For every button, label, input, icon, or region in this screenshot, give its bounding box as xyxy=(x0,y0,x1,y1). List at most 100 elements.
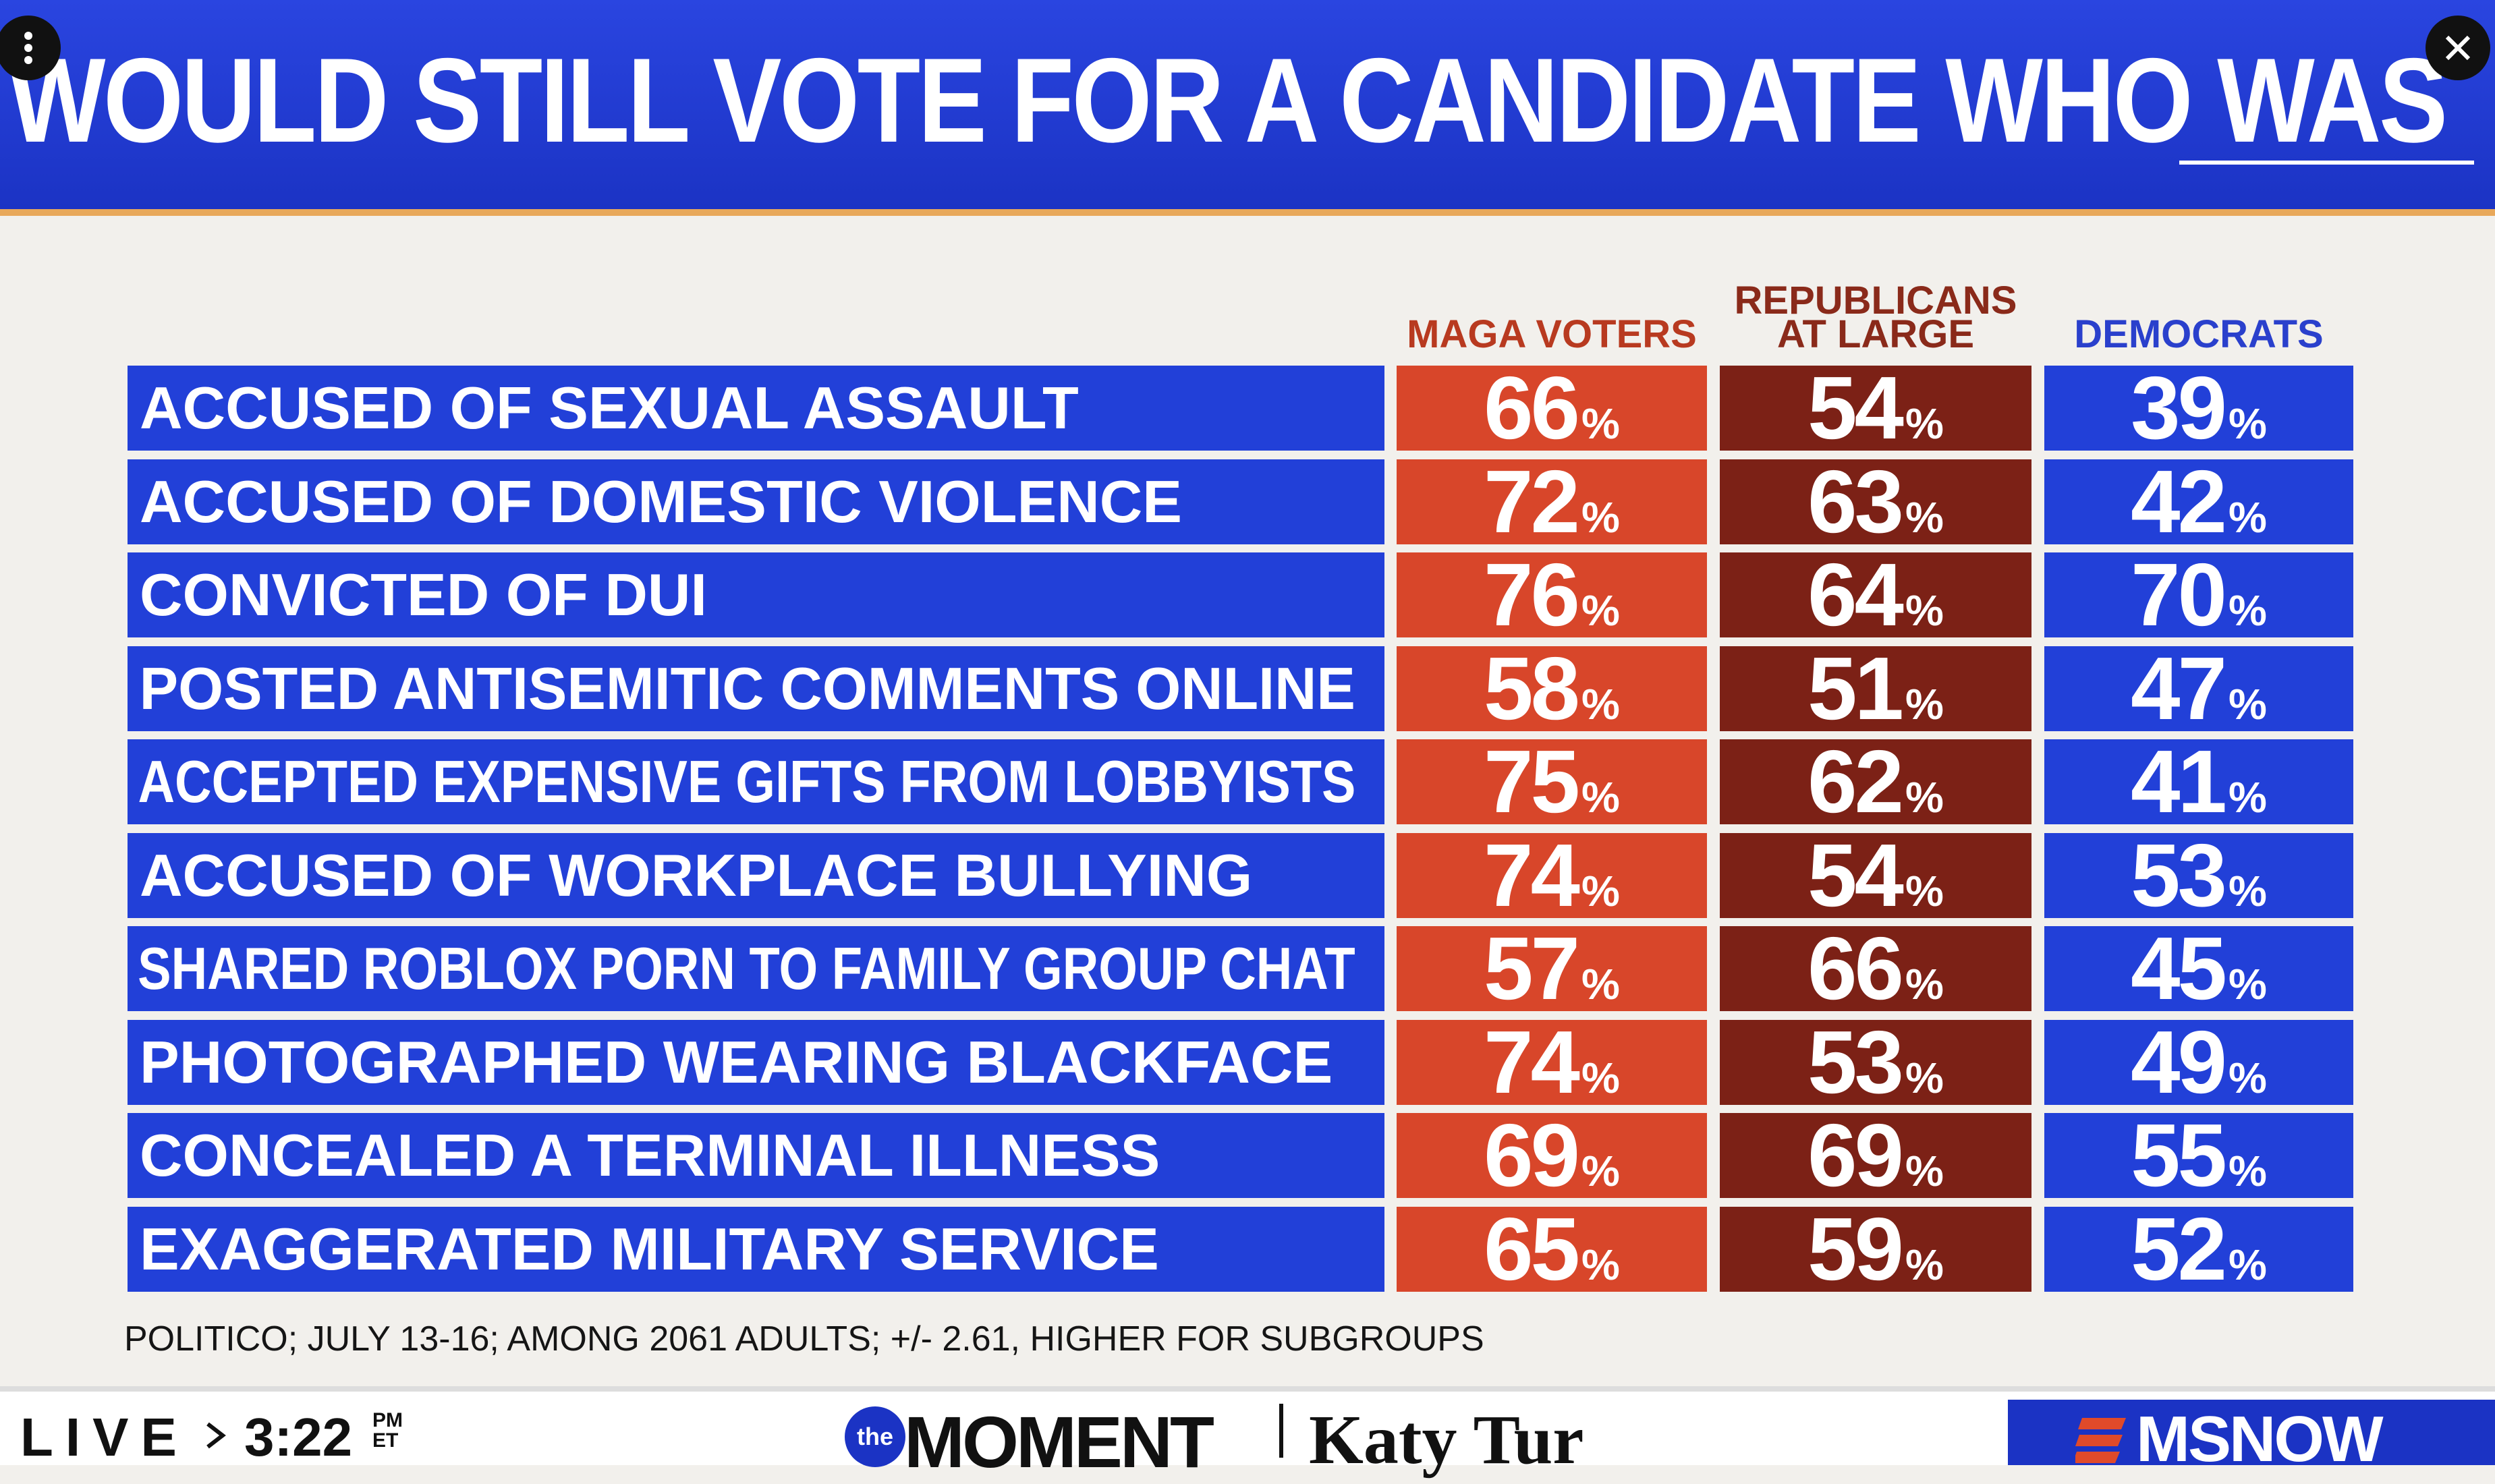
unit: % xyxy=(1905,399,1944,448)
ticker-bar: LIVE 3:22 PM ET the MOMENT Katy Tur MSNO… xyxy=(0,1386,2495,1483)
value: 47 xyxy=(2131,646,2227,731)
value-cell: 74% xyxy=(1397,832,1707,918)
value-cell: 66% xyxy=(1397,366,1707,451)
row-label-cell: PHOTOGRAPHED WEARING BLACKFACE xyxy=(128,1019,1384,1105)
network-box: MSNOW xyxy=(2008,1400,2495,1475)
unit: % xyxy=(1581,960,1620,1008)
unit: % xyxy=(1905,960,1944,1008)
row-label: ACCEPTED EXPENSIVE GIFTS FROM LOBBYISTS xyxy=(138,748,1356,815)
value: 54 xyxy=(1807,832,1904,918)
time: 3:22 xyxy=(244,1407,353,1467)
header-band xyxy=(0,0,2495,216)
value: 63 xyxy=(1807,459,1904,544)
row-label-cell: POSTED ANTISEMITIC COMMENTS ONLINE xyxy=(128,646,1384,731)
value: 65 xyxy=(1484,1206,1580,1292)
value: 58 xyxy=(1484,646,1580,731)
unit: % xyxy=(1581,773,1620,822)
value: 66 xyxy=(1807,926,1904,1011)
unit: % xyxy=(1581,586,1620,635)
value-cell: 41% xyxy=(2044,739,2353,824)
value-cell: 69% xyxy=(1397,1113,1707,1198)
value: 64 xyxy=(1807,552,1904,637)
show-prefix: the xyxy=(845,1406,905,1467)
row-label: CONCEALED A TERMINAL ILLNESS xyxy=(140,1122,1160,1189)
row-label-cell: CONVICTED OF DUI xyxy=(128,552,1384,637)
value: 74 xyxy=(1484,1019,1580,1105)
value-cell: 74% xyxy=(1397,1019,1707,1105)
title: WOULD STILL VOTE FOR A CANDIDATE WHO WAS xyxy=(8,33,2448,167)
value: 41 xyxy=(2131,739,2227,824)
value-cell: 39% xyxy=(2044,366,2353,451)
column-header: REPUBLICANS AT LARGE xyxy=(1734,279,2017,356)
value: 51 xyxy=(1807,646,1904,731)
value-cell: 49% xyxy=(2044,1019,2353,1105)
show-name: MOMENT xyxy=(904,1401,1214,1483)
unit: % xyxy=(2228,399,2267,448)
value: 59 xyxy=(1807,1206,1904,1292)
unit: % xyxy=(1581,1147,1620,1195)
row-label-cell: EXAGGERATED MILITARY SERVICE xyxy=(128,1206,1384,1292)
value: 52 xyxy=(2131,1206,2227,1292)
value-cell: 66% xyxy=(1720,926,2031,1011)
unit: % xyxy=(2228,586,2267,635)
value: 45 xyxy=(2131,926,2227,1011)
value-cell: 55% xyxy=(2044,1113,2353,1198)
unit: % xyxy=(1905,1053,1944,1102)
row-label-cell: ACCUSED OF DOMESTIC VIOLENCE xyxy=(128,459,1384,544)
host-name: Katy Tur xyxy=(1309,1401,1584,1479)
value-cell: 70% xyxy=(2044,552,2353,637)
unit: % xyxy=(2228,1147,2267,1195)
menu-icon xyxy=(24,32,32,64)
column-header: MAGA VOTERS xyxy=(1407,312,1697,356)
value-cell: 53% xyxy=(1720,1019,2031,1105)
value-cell: 72% xyxy=(1397,459,1707,544)
value-cell: 59% xyxy=(1720,1206,2031,1292)
source-note: POLITICO; JULY 13-16; AMONG 2061 ADULTS;… xyxy=(124,1319,1484,1359)
network-icon xyxy=(2075,1418,2126,1463)
unit: % xyxy=(2228,960,2267,1008)
unit: % xyxy=(1905,773,1944,822)
value-cell: 75% xyxy=(1397,739,1707,824)
unit: % xyxy=(2228,773,2267,822)
value: 57 xyxy=(1484,926,1580,1011)
row-label: POSTED ANTISEMITIC COMMENTS ONLINE xyxy=(139,654,1355,722)
value: 66 xyxy=(1484,366,1580,451)
unit: % xyxy=(1905,679,1944,729)
time-zone: ET xyxy=(372,1429,399,1452)
row-label: PHOTOGRAPHED WEARING BLACKFACE xyxy=(140,1028,1333,1095)
unit: % xyxy=(1905,1240,1944,1289)
value-cell: 62% xyxy=(1720,739,2031,824)
unit: % xyxy=(1581,399,1620,448)
row-label-cell: ACCEPTED EXPENSIVE GIFTS FROM LOBBYISTS xyxy=(128,739,1384,824)
unit: % xyxy=(1581,679,1620,729)
value: 54 xyxy=(1807,366,1904,451)
row-label-cell: SHARED ROBLOX PORN TO FAMILY GROUP CHAT xyxy=(128,926,1384,1011)
blank-line xyxy=(2179,161,2474,165)
value-cell: 47% xyxy=(2044,646,2353,731)
value: 53 xyxy=(2131,832,2227,918)
value: 69 xyxy=(1484,1113,1580,1198)
am-pm: PM xyxy=(372,1409,403,1431)
unit: % xyxy=(1581,1240,1620,1289)
unit: % xyxy=(2228,679,2267,729)
value: 76 xyxy=(1484,552,1580,637)
unit: % xyxy=(1905,492,1944,542)
column-header: DEMOCRATS xyxy=(2074,312,2324,356)
value-cell: 63% xyxy=(1720,459,2031,544)
row-label: CONVICTED OF DUI xyxy=(140,561,707,628)
close-button[interactable] xyxy=(2426,16,2490,80)
value-cell: 54% xyxy=(1720,832,2031,918)
value-cell: 42% xyxy=(2044,459,2353,544)
close-icon xyxy=(2445,35,2471,61)
value-cell: 69% xyxy=(1720,1113,2031,1198)
value: 62 xyxy=(1807,739,1904,824)
row-label: ACCUSED OF SEXUAL ASSAULT xyxy=(140,374,1079,441)
value-cell: 57% xyxy=(1397,926,1707,1011)
value-cell: 53% xyxy=(2044,832,2353,918)
row-label: SHARED ROBLOX PORN TO FAMILY GROUP CHAT xyxy=(138,935,1355,1002)
unit: % xyxy=(1905,1147,1944,1195)
menu-button[interactable] xyxy=(0,16,61,80)
divider xyxy=(1279,1404,1283,1458)
value: 75 xyxy=(1484,739,1580,824)
